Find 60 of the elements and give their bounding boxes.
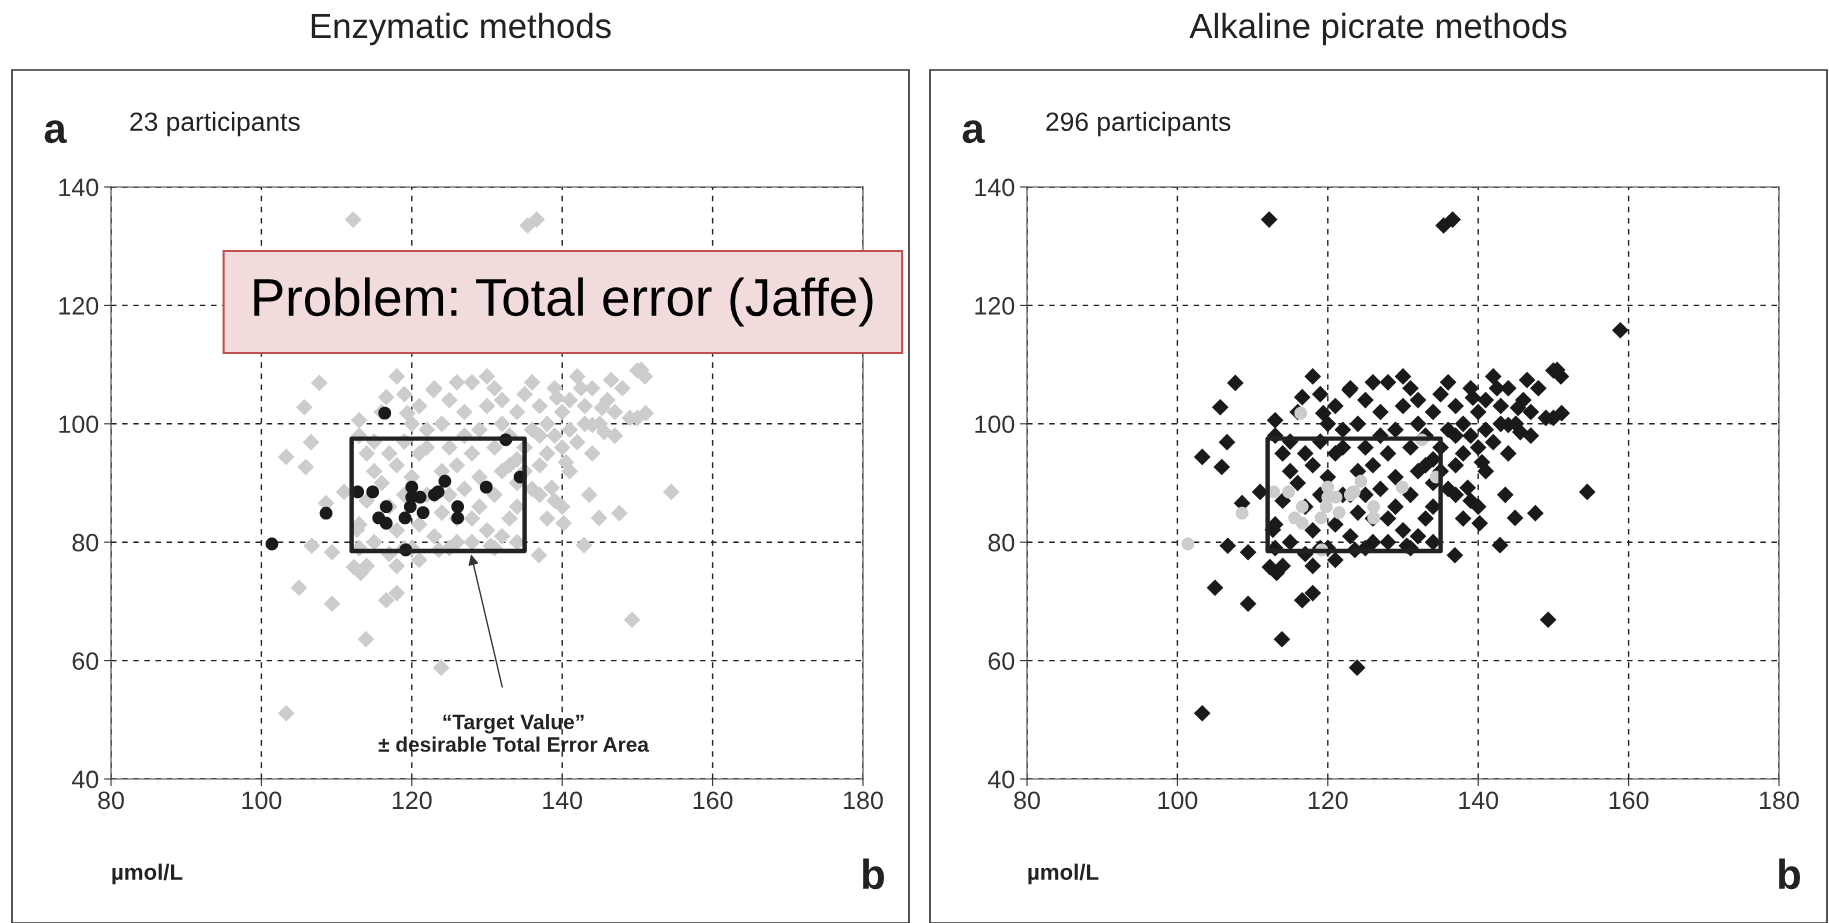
point xyxy=(479,480,493,494)
point xyxy=(1295,500,1309,514)
chart-subtitle: 23 participants xyxy=(130,111,300,137)
y-tick-label: 140 xyxy=(59,178,99,197)
point xyxy=(366,485,380,499)
point xyxy=(1354,474,1368,488)
text: µmol/L xyxy=(1028,863,1099,885)
x-tick-label: 100 xyxy=(242,791,282,810)
y-tick-label: 140 xyxy=(975,178,1015,197)
y-axis-title: a xyxy=(962,120,985,144)
text: µmol/L xyxy=(112,863,183,885)
point xyxy=(451,500,465,514)
y-tick-label: 60 xyxy=(988,652,1015,670)
y-tick-label: 40 xyxy=(71,770,99,789)
x-tick-label: 180 xyxy=(1760,791,1799,810)
annotation: “Target Value” ± desirable Total Error Area xyxy=(378,714,650,752)
y-axis-title: a xyxy=(44,120,67,144)
y-tick-label: 60 xyxy=(72,652,99,670)
x-axis-title: b xyxy=(1779,858,1801,890)
point xyxy=(1295,516,1309,530)
x-tick-label: 80 xyxy=(98,791,124,810)
x-tick-label: 140 xyxy=(543,791,583,810)
x-tick-label: 140 xyxy=(1459,791,1499,810)
x-tick-label: 160 xyxy=(1609,791,1649,810)
point xyxy=(1235,506,1249,520)
point xyxy=(1319,500,1333,514)
x-tick-label: 160 xyxy=(693,791,733,810)
chart-title: Enzymatic methods xyxy=(311,12,611,46)
point xyxy=(1282,485,1296,499)
point xyxy=(1314,511,1328,525)
y-tick-label: 120 xyxy=(975,297,1015,315)
point xyxy=(1332,506,1346,519)
y-tick-label: 80 xyxy=(72,533,99,552)
chart-subtitle: 296 participants xyxy=(1046,111,1231,137)
x-tick-label: 100 xyxy=(1158,791,1198,810)
point xyxy=(379,500,393,514)
point xyxy=(1181,537,1195,551)
point xyxy=(438,474,452,488)
chart-title: Alkaline picrate methods xyxy=(1189,12,1567,46)
point xyxy=(265,537,279,551)
point xyxy=(403,500,417,514)
x-axis-title: b xyxy=(863,858,885,890)
point xyxy=(416,506,430,519)
x-tick-label: 80 xyxy=(1014,791,1040,810)
point xyxy=(1367,500,1381,514)
y-tick-label: 100 xyxy=(975,415,1015,434)
point xyxy=(319,506,333,520)
y-tick-label: 100 xyxy=(59,415,99,434)
y-tick-label: 80 xyxy=(988,533,1015,552)
x-tick-label: 120 xyxy=(392,791,432,810)
x-tick-label: 120 xyxy=(1308,791,1348,810)
y-tick-label: 40 xyxy=(987,770,1015,789)
point xyxy=(1294,406,1308,420)
point xyxy=(1395,480,1409,494)
point xyxy=(379,516,393,530)
point xyxy=(398,511,412,525)
point xyxy=(378,406,392,420)
x-tick-label: 180 xyxy=(844,791,883,810)
annotation: Problem: Total error (Jaffe) xyxy=(254,277,873,327)
y-tick-label: 120 xyxy=(59,297,99,315)
